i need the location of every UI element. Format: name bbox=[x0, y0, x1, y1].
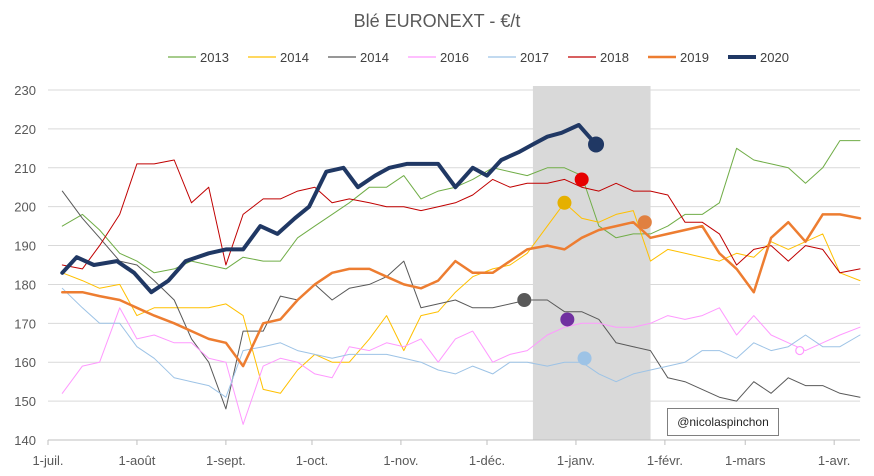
x-tick-label: 1-août bbox=[119, 453, 156, 468]
series-line-2013-0 bbox=[61, 140, 861, 274]
end-marker-2016-7 bbox=[795, 345, 805, 356]
series-line-2017-4 bbox=[61, 287, 861, 398]
legend-label-2016-3: 2016 bbox=[440, 50, 469, 65]
x-tick-label: 1-oct. bbox=[296, 453, 329, 468]
series-line-2014-2 bbox=[61, 190, 861, 410]
x-tick-label: 1-févr. bbox=[647, 453, 683, 468]
end-marker-2016-3 bbox=[560, 312, 575, 327]
legend-label-2014-2: 2014 bbox=[360, 50, 389, 65]
end-marker-2019-5 bbox=[637, 215, 652, 230]
y-tick-label: 200 bbox=[14, 200, 36, 215]
legend-label-2013-0: 2013 bbox=[200, 50, 229, 65]
x-tick-label: 1-déc. bbox=[469, 453, 505, 468]
x-tick-label: 1-avr. bbox=[818, 453, 851, 468]
y-tick-label: 150 bbox=[14, 394, 36, 409]
y-tick-label: 210 bbox=[14, 161, 36, 176]
y-tick-label: 160 bbox=[14, 355, 36, 370]
y-tick-label: 220 bbox=[14, 122, 36, 137]
y-tick-label: 230 bbox=[14, 83, 36, 98]
legend-label-2019-6: 2019 bbox=[680, 50, 709, 65]
chart-title: Blé EURONEXT - €/t bbox=[354, 11, 521, 31]
legend-label-2014-1: 2014 bbox=[280, 50, 309, 65]
end-marker-2014-1 bbox=[557, 195, 572, 210]
end-marker-2020-6 bbox=[588, 136, 605, 153]
y-tick-label: 170 bbox=[14, 316, 36, 331]
series-line-2019-6 bbox=[61, 213, 862, 368]
y-tick-label: 140 bbox=[14, 433, 36, 448]
end-marker-2014-2 bbox=[517, 293, 532, 307]
series-line-2020-7 bbox=[60, 123, 598, 295]
x-tick-label: 1-mars bbox=[725, 453, 766, 468]
series-line-2018-5 bbox=[61, 159, 861, 274]
legend-label-2017-4: 2017 bbox=[520, 50, 549, 65]
series-line-2016-3 bbox=[61, 307, 861, 425]
author-credit: @nicolaspinchon bbox=[667, 408, 779, 436]
x-tick-label: 1-sept. bbox=[206, 453, 246, 468]
y-tick-label: 180 bbox=[14, 277, 36, 292]
end-marker-2013-0 bbox=[574, 172, 589, 187]
series-line-2014-1 bbox=[61, 202, 861, 394]
x-tick-label: 1-janv. bbox=[557, 453, 595, 468]
x-tick-label: 1-juil. bbox=[32, 453, 63, 468]
x-tick-label: 1-nov. bbox=[383, 453, 418, 468]
legend-label-2020-7: 2020 bbox=[760, 50, 789, 65]
end-marker-2017-4 bbox=[577, 351, 592, 366]
y-tick-label: 190 bbox=[14, 239, 36, 254]
legend-label-2018-5: 2018 bbox=[600, 50, 629, 65]
